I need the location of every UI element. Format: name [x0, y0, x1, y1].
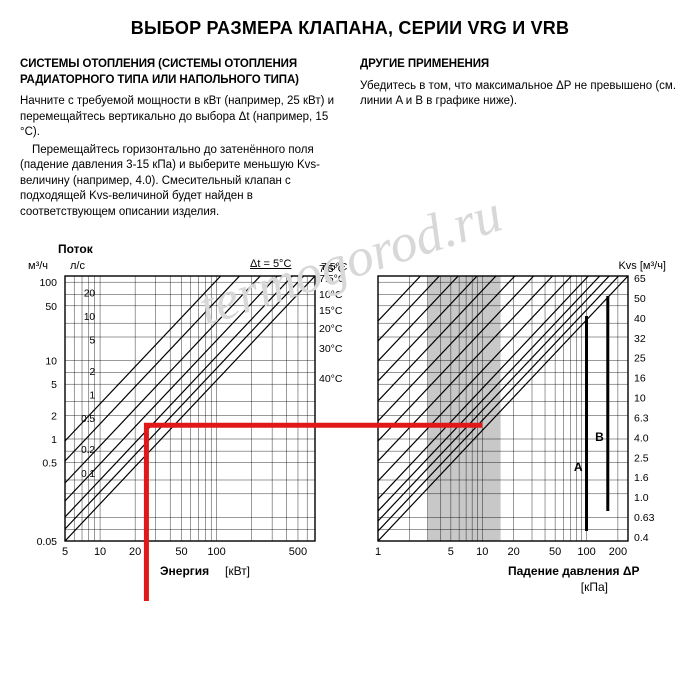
col-right-p1: Убедитесь в том, что максимальное ΔP не … [360, 79, 680, 110]
svg-text:4.0: 4.0 [634, 433, 649, 445]
svg-text:25: 25 [634, 353, 646, 365]
svg-text:40: 40 [634, 313, 646, 325]
page-title: ВЫБОР РАЗМЕРА КЛАПАНА, СЕРИИ VRG И VRB [20, 18, 680, 39]
svg-text:200: 200 [609, 546, 627, 558]
svg-text:2: 2 [51, 411, 57, 423]
col-left: СИСТЕМЫ ОТОПЛЕНИЯ (СИСТЕМЫ ОТОПЛЕНИЯ РАД… [20, 57, 340, 220]
svg-text:65: 65 [634, 273, 646, 285]
svg-text:[кВт]: [кВт] [225, 564, 250, 578]
svg-text:0.63: 0.63 [634, 512, 655, 524]
svg-text:7.5°С: 7.5°С [321, 261, 348, 273]
svg-text:1.0: 1.0 [634, 492, 649, 504]
svg-text:50: 50 [549, 546, 561, 558]
label-kvs: Kvs [м³/ч] [618, 260, 666, 272]
svg-text:0.4: 0.4 [634, 532, 649, 544]
col-left-heading: СИСТЕМЫ ОТОПЛЕНИЯ (СИСТЕМЫ ОТОПЛЕНИЯ РАД… [20, 57, 340, 88]
svg-text:0.2: 0.2 [81, 445, 95, 456]
svg-text:20°С: 20°С [319, 323, 343, 335]
svg-text:10: 10 [476, 546, 488, 558]
svg-text:0.05: 0.05 [37, 536, 58, 548]
svg-text:10: 10 [45, 356, 57, 368]
svg-text:16: 16 [634, 373, 646, 385]
svg-text:Падение давления ΔP: Падение давления ΔP [508, 564, 639, 578]
svg-text:20: 20 [508, 546, 520, 558]
svg-text:1.6: 1.6 [634, 472, 649, 484]
svg-text:100: 100 [207, 546, 225, 558]
svg-text:[кПа]: [кПа] [581, 580, 608, 594]
label-y-right-unit: л/с [70, 260, 85, 272]
svg-text:50: 50 [634, 293, 646, 305]
svg-text:5: 5 [62, 546, 68, 558]
svg-text:15°С: 15°С [319, 305, 343, 317]
charts-area: Поток м³/ч л/с Δt = 5°С Kvs [м³/ч] 51020… [20, 246, 680, 626]
svg-text:6.3: 6.3 [634, 413, 649, 425]
svg-text:100: 100 [577, 546, 595, 558]
svg-text:32: 32 [634, 333, 646, 345]
label-flow: Поток [58, 242, 93, 256]
svg-text:5: 5 [51, 379, 57, 391]
svg-text:1: 1 [51, 434, 57, 446]
svg-text:500: 500 [289, 546, 307, 558]
svg-text:2.5: 2.5 [634, 452, 649, 464]
svg-text:50: 50 [175, 546, 187, 558]
svg-text:40°С: 40°С [319, 373, 343, 385]
svg-text:1: 1 [375, 546, 381, 558]
col-left-p2: Перемещайтесь горизонтально до затенённо… [20, 143, 340, 221]
col-right-heading: ДРУГИЕ ПРИМЕНЕНИЯ [360, 57, 680, 73]
svg-text:100: 100 [39, 277, 57, 289]
svg-text:30°С: 30°С [319, 343, 343, 355]
svg-text:7.5°С: 7.5°С [319, 273, 346, 285]
svg-text:0.5: 0.5 [42, 458, 57, 470]
col-left-p1: Начните с требуемой мощности в кВт (напр… [20, 94, 340, 141]
svg-text:10: 10 [94, 546, 106, 558]
svg-text:10: 10 [84, 312, 96, 323]
svg-text:50: 50 [45, 301, 57, 313]
svg-text:10: 10 [634, 393, 646, 405]
svg-text:5: 5 [448, 546, 454, 558]
svg-text:20: 20 [84, 289, 96, 300]
svg-text:10°С: 10°С [319, 289, 343, 301]
label-y-left-unit: м³/ч [28, 260, 48, 272]
svg-text:2: 2 [89, 367, 95, 378]
charts-svg: 510205010050010050105210.50.0520105210.5… [20, 246, 680, 626]
svg-text:Энергия: Энергия [160, 564, 209, 578]
svg-text:5: 5 [89, 336, 95, 347]
label-dt: Δt = 5°С [250, 258, 291, 270]
svg-text:20: 20 [129, 546, 141, 558]
svg-text:1: 1 [89, 391, 95, 402]
svg-text:B: B [595, 430, 604, 444]
svg-text:A: A [574, 460, 583, 474]
intro-columns: СИСТЕМЫ ОТОПЛЕНИЯ (СИСТЕМЫ ОТОПЛЕНИЯ РАД… [20, 57, 680, 220]
col-right: ДРУГИЕ ПРИМЕНЕНИЯ Убедитесь в том, что м… [360, 57, 680, 220]
